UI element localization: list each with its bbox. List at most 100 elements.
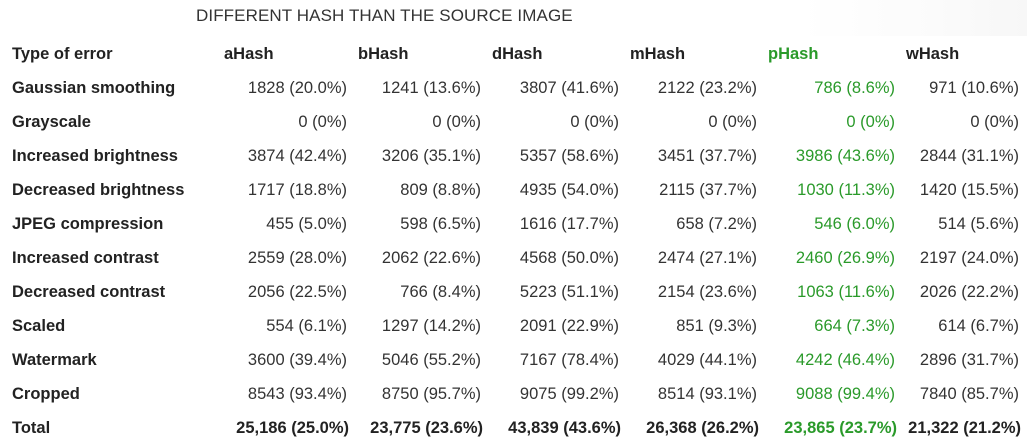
- table-cell: 2091 (22.9%): [519, 316, 619, 335]
- table-body: Gaussian smoothing 1828 (20.0%) 1241 (13.6…: [5, 71, 1023, 445]
- table-row: Increased brightness 3874 (42.4%) 3206 (35…: [5, 139, 1023, 173]
- table-cell: 0 (0%): [708, 112, 757, 131]
- table-row: Increased contrast 2559 (28.0%) 2062 (22.6…: [5, 241, 1023, 275]
- table-cell: 4029 (44.1%): [657, 350, 757, 369]
- table-cell: 1828 (20.0%): [247, 78, 347, 97]
- table-cell: 658 (7.2%): [676, 214, 757, 233]
- table-cell: 2460 (26.9%): [795, 248, 895, 267]
- table-cell: 664 (7.3%): [814, 316, 895, 335]
- total-cell: 26,368 (26.2%): [646, 418, 759, 437]
- total-cell: 23,865 (23.7%): [784, 418, 897, 437]
- table-cell: 1420 (15.5%): [919, 180, 1019, 199]
- table-cell: 2026 (22.2%): [919, 282, 1019, 301]
- table-cell: 1616 (17.7%): [519, 214, 619, 233]
- total-label: Total: [12, 418, 51, 437]
- table-cell: 3451 (37.7%): [657, 146, 757, 165]
- row-label: Decreased contrast: [12, 282, 166, 301]
- table-cell: 0 (0%): [970, 112, 1019, 131]
- column-header-mhash: mHash: [630, 44, 686, 63]
- table-row: Cropped 8543 (93.4%) 8750 (95.7%) 9075 (99.…: [5, 377, 1023, 411]
- table-cell: 2062 (22.6%): [381, 248, 481, 267]
- table-cell: 8514 (93.1%): [657, 384, 757, 403]
- row-label: Grayscale: [12, 112, 91, 131]
- table-cell: 1297 (14.2%): [381, 316, 481, 335]
- column-header-whash: wHash: [906, 44, 960, 63]
- table-cell: 2122 (23.2%): [657, 78, 757, 97]
- table-cell: 2559 (28.0%): [247, 248, 347, 267]
- column-header-type-of-error: Type of error: [12, 44, 113, 63]
- table-cell: 1030 (11.3%): [797, 180, 895, 199]
- table-cell: 3986 (43.6%): [795, 146, 895, 165]
- table-header-row: Type of error aHash bHash dHash mHash pH…: [5, 37, 1023, 71]
- table-cell: 3600 (39.4%): [247, 350, 347, 369]
- table-cell: 5357 (58.6%): [519, 146, 619, 165]
- table-cell: 514 (5.6%): [938, 214, 1019, 233]
- table-row: Scaled 554 (6.1%) 1297 (14.2%) 2091 (22.9%)…: [5, 309, 1023, 343]
- table-row: Gaussian smoothing 1828 (20.0%) 1241 (13.6…: [5, 71, 1023, 105]
- page-title: DIFFERENT HASH THAN THE SOURCE IMAGE: [196, 6, 573, 25]
- row-label: Increased brightness: [12, 146, 178, 165]
- column-header-bhash: bHash: [358, 44, 409, 63]
- table-cell: 0 (0%): [570, 112, 619, 131]
- table-cell: 2474 (27.1%): [657, 248, 757, 267]
- total-cell: 25,186 (25.0%): [236, 418, 349, 437]
- table-row: JPEG compression 455 (5.0%) 598 (6.5%) 1616…: [5, 207, 1023, 241]
- table-cell: 9088 (99.4%): [795, 384, 895, 403]
- table-cell: 971 (10.6%): [929, 78, 1019, 97]
- total-cell: 21,322 (21.2%): [908, 418, 1021, 437]
- table-cell: 4935 (54.0%): [519, 180, 619, 199]
- table-cell: 2154 (23.6%): [657, 282, 757, 301]
- row-label: Increased contrast: [12, 248, 159, 267]
- row-label: Scaled: [12, 316, 66, 335]
- table-cell: 1241 (13.6%): [381, 78, 481, 97]
- table-cell: 554 (6.1%): [266, 316, 347, 335]
- table-cell: 5223 (51.1%): [519, 282, 619, 301]
- row-label: Cropped: [12, 384, 80, 403]
- total-cell: 43,839 (43.6%): [508, 418, 621, 437]
- table-cell: 9075 (99.2%): [519, 384, 619, 403]
- total-cell: 23,775 (23.6%): [370, 418, 483, 437]
- total-row: Total 25,186 (25.0%) 23,775 (23.6%) 43,839 …: [5, 411, 1023, 445]
- table-cell: 1063 (11.6%): [797, 282, 895, 301]
- table-row: Grayscale 0 (0%) 0 (0%) 0 (0%) 0 (0%) 0 (0%) 0…: [5, 105, 1023, 139]
- table-cell: 766 (8.4%): [400, 282, 481, 301]
- table-cell: 546 (6.0%): [814, 214, 895, 233]
- table-cell: 614 (6.7%): [938, 316, 1019, 335]
- table-cell: 0 (0%): [432, 112, 481, 131]
- row-label: JPEG compression: [12, 214, 164, 233]
- column-header-phash: pHash: [768, 44, 819, 63]
- table-cell: 7840 (85.7%): [919, 384, 1019, 403]
- column-header-dhash: dHash: [492, 44, 543, 63]
- table-cell: 851 (9.3%): [676, 316, 757, 335]
- table-cell: 2197 (24.0%): [919, 248, 1019, 267]
- table-cell: 2115 (37.7%): [659, 180, 757, 199]
- table-row: Watermark 3600 (39.4%) 5046 (55.2%) 7167 (7…: [5, 343, 1023, 377]
- table-cell: 4242 (46.4%): [795, 350, 895, 369]
- table-cell: 3874 (42.4%): [247, 146, 347, 165]
- table-cell: 8750 (95.7%): [381, 384, 481, 403]
- table-cell: 2896 (31.7%): [919, 350, 1019, 369]
- row-label: Gaussian smoothing: [12, 78, 176, 97]
- table-cell: 0 (0%): [298, 112, 347, 131]
- decorative-corner-shape: [800, 0, 1027, 36]
- table-cell: 809 (8.8%): [400, 180, 481, 199]
- row-label: Watermark: [12, 350, 97, 369]
- table-cell: 5046 (55.2%): [381, 350, 481, 369]
- table-cell: 0 (0%): [846, 112, 895, 131]
- table-cell: 455 (5.0%): [266, 214, 347, 233]
- table-row: Decreased contrast 2056 (22.5%) 766 (8.4%)…: [5, 275, 1023, 309]
- row-label: Decreased brightness: [12, 180, 185, 199]
- table-cell: 3807 (41.6%): [519, 78, 619, 97]
- table-cell: 3206 (35.1%): [381, 146, 481, 165]
- table-cell: 8543 (93.4%): [247, 384, 347, 403]
- column-header-ahash: aHash: [224, 44, 274, 63]
- hash-comparison-table: Type of error aHash bHash dHash mHash pH…: [5, 37, 1023, 445]
- table-cell: 598 (6.5%): [400, 214, 481, 233]
- table-cell: 2844 (31.1%): [919, 146, 1019, 165]
- table-cell: 4568 (50.0%): [519, 248, 619, 267]
- table-cell: 786 (8.6%): [814, 78, 895, 97]
- table-cell: 2056 (22.5%): [247, 282, 347, 301]
- table-cell: 1717 (18.8%): [247, 180, 347, 199]
- table-cell: 7167 (78.4%): [519, 350, 619, 369]
- table-row: Decreased brightness 1717 (18.8%) 809 (8.8…: [5, 173, 1023, 207]
